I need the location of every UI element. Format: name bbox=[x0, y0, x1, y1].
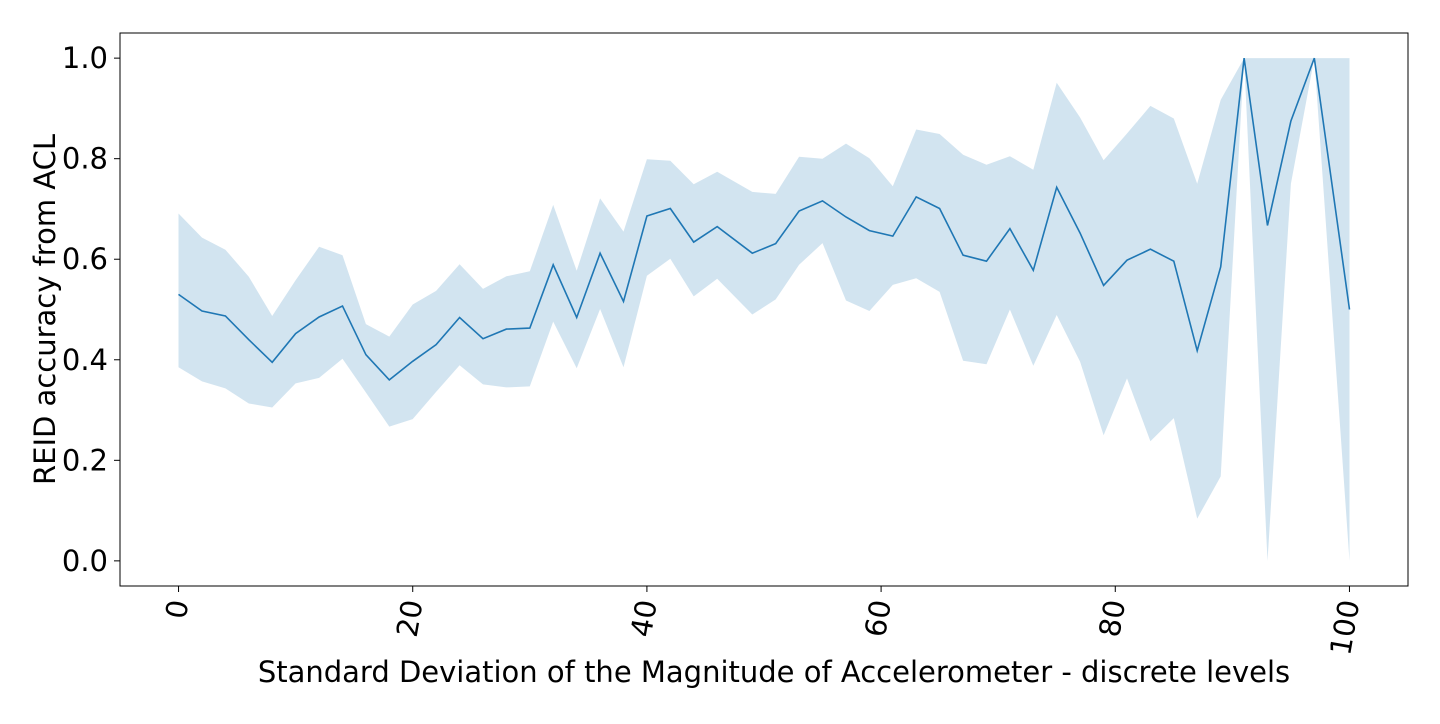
series-line bbox=[178, 57, 1351, 381]
x-tick-label: 40 bbox=[624, 597, 664, 639]
x-tick-label: 80 bbox=[1092, 597, 1132, 639]
x-tick-label: 0 bbox=[159, 597, 196, 621]
plot-frame bbox=[119, 32, 1409, 587]
y-axis: 0.0 0.2 0.4 0.6 0.8 1.0 bbox=[62, 41, 120, 578]
x-axis: 0 20 40 60 80 100 bbox=[159, 586, 1366, 658]
y-tick-label: 0.8 bbox=[62, 142, 108, 176]
y-tick-label: 0.6 bbox=[62, 242, 108, 276]
x-tick-label: 100 bbox=[1323, 597, 1366, 657]
y-tick-label: 1.0 bbox=[62, 41, 108, 75]
y-tick-label: 0.4 bbox=[62, 343, 108, 377]
y-axis-label: REID accuracy from ACL bbox=[28, 134, 62, 485]
x-axis-label: Standard Deviation of the Magnitude of A… bbox=[258, 655, 1290, 689]
x-tick-label: 20 bbox=[390, 597, 430, 639]
y-tick-label: 0.2 bbox=[62, 443, 108, 477]
x-tick-label: 60 bbox=[858, 597, 898, 639]
confidence-interval-band bbox=[178, 58, 1350, 561]
y-tick-label: 0.0 bbox=[62, 544, 108, 578]
